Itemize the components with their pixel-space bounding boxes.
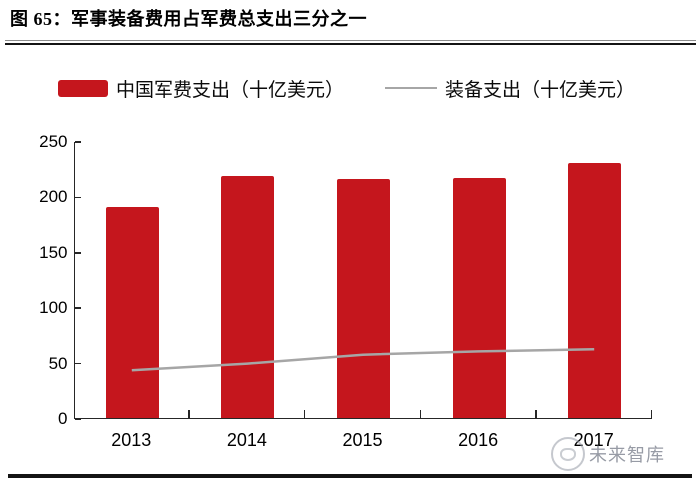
equipment-spending-line <box>131 347 594 372</box>
bottom-divider <box>8 474 692 478</box>
bar-2016 <box>452 177 506 418</box>
line-path <box>131 347 594 372</box>
watermark-text: 未来智库 <box>589 445 665 465</box>
legend-label-military-spending: 中国军费支出（十亿美元） <box>116 79 345 101</box>
y-axis-label-100: 100 <box>39 298 68 318</box>
y-axis-tick-0 <box>75 418 81 420</box>
plot-frame <box>73 142 652 419</box>
chart-legend: 中国军费支出（十亿美元） 装备支出（十亿美元） <box>0 76 700 101</box>
y-axis-tick-150 <box>75 252 81 254</box>
figure-title: 图 65：军事装备费用占军费总支出三分之一 <box>10 9 367 29</box>
legend-label-equipment-spending: 装备支出（十亿美元） <box>445 79 636 101</box>
x-axis-boundary-tick-5 <box>650 410 653 419</box>
x-axis-label-2016: 2016 <box>458 430 499 450</box>
x-axis-label-2017: 2017 <box>573 430 614 450</box>
y-axis-label-50: 50 <box>48 353 68 373</box>
title-divider <box>5 40 696 45</box>
bar-2017 <box>568 163 622 418</box>
bar-series-swatch <box>58 79 108 97</box>
y-axis-tick-50 <box>75 362 81 365</box>
x-axis-label-2015: 2015 <box>342 430 383 450</box>
bar-2015 <box>337 178 390 418</box>
x-axis-boundary-tick-2 <box>303 410 306 419</box>
bar-2013 <box>105 207 159 418</box>
x-axis-boundary-tick-1 <box>188 410 190 419</box>
y-axis-label-250: 250 <box>39 132 68 151</box>
y-axis-label-0: 0 <box>58 409 68 428</box>
legend-item-equipment-spending: 装备支出（十亿美元） <box>385 76 636 101</box>
x-axis-label-2014: 2014 <box>226 430 267 450</box>
x-axis-boundary-tick-3 <box>419 410 422 419</box>
y-axis-label-200: 200 <box>39 187 68 207</box>
x-axis-boundary-tick-4 <box>535 410 537 419</box>
y-axis-tick-200 <box>75 196 81 199</box>
y-axis-label-150: 150 <box>39 242 68 262</box>
bar-2014 <box>221 176 275 418</box>
y-axis-tick-100 <box>75 307 81 309</box>
y-axis-tick-250 <box>75 141 81 143</box>
watermark-logo-icon <box>551 437 585 471</box>
legend-item-military-spending: 中国军费支出（十亿美元） <box>58 76 345 101</box>
x-axis-label-2013: 2013 <box>111 430 152 450</box>
line-series-swatch <box>385 87 437 89</box>
